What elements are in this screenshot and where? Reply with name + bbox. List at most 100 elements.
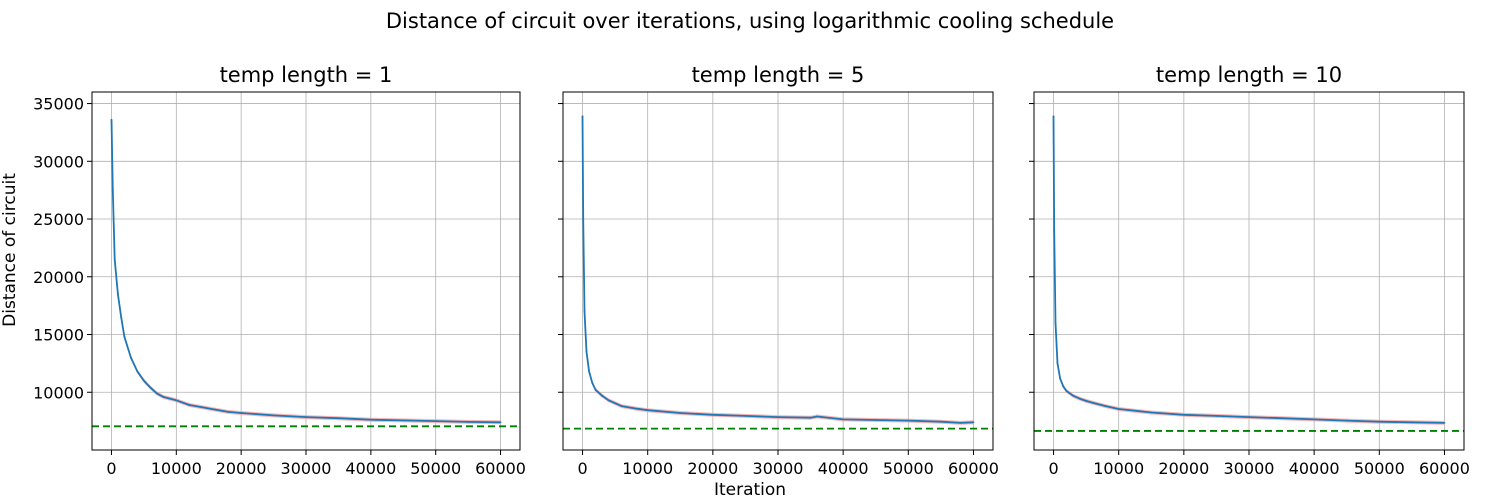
y-axis-label: Distance of circuit bbox=[0, 173, 20, 327]
data-point bbox=[959, 421, 962, 424]
data-point bbox=[227, 410, 230, 413]
data-point bbox=[1150, 411, 1153, 414]
data-point bbox=[130, 356, 132, 359]
x-tick-label: 40000 bbox=[818, 459, 869, 478]
x-tick-label: 10000 bbox=[1093, 459, 1144, 478]
subplot-2: 0 10000 20000 30000 40000 50000 60000 temp leng… bbox=[558, 63, 999, 478]
data-point bbox=[188, 404, 191, 406]
figure-title: Distance of circuit over iterations, usi… bbox=[386, 9, 1114, 33]
x-tick-label: 20000 bbox=[1158, 459, 1209, 478]
subplot-title: temp length = 5 bbox=[692, 63, 865, 87]
data-point bbox=[583, 310, 586, 313]
data-point bbox=[588, 370, 590, 373]
subplot-title: temp length = 1 bbox=[220, 63, 393, 87]
y-tick-label: 10000 bbox=[33, 383, 84, 402]
y-tick-label: 15000 bbox=[33, 326, 84, 345]
x-tick-label: 40000 bbox=[1289, 459, 1340, 478]
data-point bbox=[305, 416, 307, 418]
y-tick-label: 35000 bbox=[33, 95, 84, 114]
x-tick-label: 20000 bbox=[216, 459, 267, 478]
data-point bbox=[201, 406, 204, 409]
x-tick-label: 60000 bbox=[475, 459, 526, 478]
data-point bbox=[1091, 401, 1094, 404]
x-tick-label: 60000 bbox=[1419, 459, 1470, 478]
data-point bbox=[142, 379, 145, 382]
y-tick-label: 25000 bbox=[33, 210, 84, 229]
data-point bbox=[1085, 400, 1088, 402]
data-point bbox=[777, 416, 779, 418]
data-point bbox=[369, 418, 372, 421]
data-point bbox=[402, 419, 405, 422]
data-point bbox=[1280, 417, 1283, 420]
x-tick-label: 40000 bbox=[345, 459, 396, 478]
data-point bbox=[1313, 418, 1316, 421]
data-point bbox=[581, 115, 584, 118]
data-point bbox=[467, 421, 470, 423]
data-point bbox=[874, 419, 877, 421]
data-point bbox=[1248, 416, 1250, 418]
data-point bbox=[679, 412, 682, 414]
data-point bbox=[149, 386, 152, 389]
data-point bbox=[1056, 362, 1059, 365]
data-point bbox=[1215, 415, 1218, 417]
data-point bbox=[842, 418, 845, 421]
data-point bbox=[117, 293, 119, 295]
x-tick-label: 30000 bbox=[1224, 459, 1275, 478]
subplot-title: temp length = 10 bbox=[1156, 63, 1342, 87]
subplot-panels: 0 10000 20000 30000 40000 50000 60000 10000 1500… bbox=[33, 63, 1470, 478]
data-point bbox=[1053, 229, 1056, 232]
data-point bbox=[1054, 322, 1057, 324]
data-point bbox=[585, 350, 588, 353]
data-point bbox=[591, 382, 594, 384]
x-tick-label: 50000 bbox=[410, 459, 461, 478]
data-point bbox=[113, 258, 116, 261]
x-tick-label: 50000 bbox=[883, 459, 934, 478]
data-point bbox=[120, 316, 123, 319]
data-point bbox=[1443, 421, 1446, 424]
data-point bbox=[601, 394, 603, 397]
data-point bbox=[1104, 405, 1107, 408]
x-tick-label: 30000 bbox=[281, 459, 332, 478]
x-tick-label: 0 bbox=[1048, 459, 1058, 478]
data-point bbox=[168, 397, 171, 400]
y-tick-label: 30000 bbox=[33, 152, 84, 171]
x-tick-label: 20000 bbox=[687, 459, 738, 478]
data-point bbox=[633, 407, 636, 410]
data-point bbox=[499, 421, 502, 424]
data-point bbox=[434, 420, 437, 423]
data-point bbox=[1072, 394, 1074, 397]
data-point bbox=[240, 412, 243, 414]
subplot-3: 0 10000 20000 30000 40000 50000 60000 temp leng… bbox=[1029, 63, 1470, 478]
data-point bbox=[175, 399, 178, 402]
data-point bbox=[594, 389, 597, 391]
data-point bbox=[110, 118, 113, 121]
data-point bbox=[1062, 385, 1065, 388]
data-point bbox=[614, 402, 617, 405]
x-tick-label: 30000 bbox=[753, 459, 804, 478]
data-point bbox=[111, 189, 114, 192]
data-point bbox=[1378, 420, 1381, 423]
data-point bbox=[136, 370, 139, 373]
data-point bbox=[646, 409, 649, 412]
data-point bbox=[272, 414, 275, 417]
x-tick-label: 0 bbox=[577, 459, 587, 478]
data-point bbox=[1052, 115, 1055, 118]
data-point bbox=[711, 413, 714, 416]
x-tick-label: 0 bbox=[106, 459, 116, 478]
data-point bbox=[155, 392, 158, 395]
data-point bbox=[1345, 419, 1348, 422]
data-point bbox=[816, 415, 818, 418]
x-tick-label: 60000 bbox=[948, 459, 999, 478]
data-point bbox=[582, 218, 585, 220]
data-point bbox=[972, 421, 975, 424]
x-axis-label: Iteration bbox=[714, 480, 786, 500]
data-point bbox=[123, 335, 126, 338]
x-tick-label: 10000 bbox=[151, 459, 202, 478]
data-point bbox=[907, 419, 910, 422]
y-tick-label: 20000 bbox=[33, 268, 84, 287]
data-point bbox=[939, 420, 942, 423]
data-point bbox=[809, 416, 812, 419]
data-point bbox=[214, 408, 217, 411]
x-tick-label: 10000 bbox=[622, 459, 673, 478]
